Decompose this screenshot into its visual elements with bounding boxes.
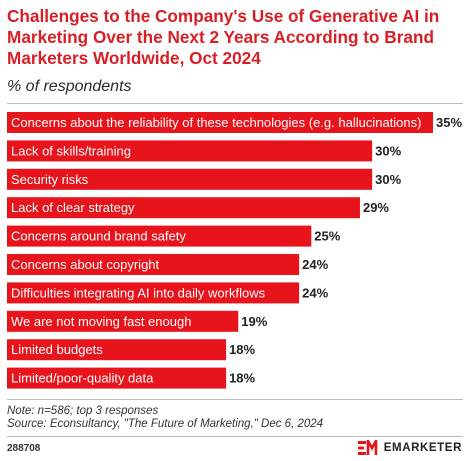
brand-logo: EMARKETER (357, 440, 462, 456)
bar-2 (7, 168, 373, 190)
footer-divider (7, 436, 463, 437)
chart-source: Source: Econsultancy, "The Future of Mar… (7, 418, 324, 430)
bar-3 (7, 197, 360, 219)
bar-4 (7, 225, 312, 247)
value-label-6: 24% (302, 285, 328, 300)
bar-label-4: Concerns around brand safety (11, 229, 186, 244)
bar-1 (7, 140, 373, 162)
bar-label-6: Difficulties integrating AI into daily w… (11, 285, 266, 300)
value-label-9: 18% (229, 371, 255, 386)
value-label-2: 30% (375, 172, 401, 187)
value-label-8: 18% (229, 342, 255, 357)
emarketer-logo-icon (357, 440, 378, 455)
bar-8 (7, 339, 227, 361)
bar-label-0: Concerns about the reliability of these … (11, 115, 421, 130)
bar-0 (7, 112, 433, 133)
bar-label-1: Lack of skills/training (11, 143, 131, 158)
bar-7 (7, 310, 239, 332)
bar-label-8: Limited budgets (11, 342, 103, 357)
bar-label-5: Concerns about copyright (11, 257, 160, 272)
value-label-0: 35% (436, 115, 462, 130)
chart-note: Note: n=586; top 3 responses (7, 405, 159, 417)
brand-name: EMARKETER (383, 442, 462, 454)
value-label-5: 24% (302, 257, 328, 272)
chart-subtitle: % of respondents (7, 78, 132, 95)
bar-label-2: Security risks (11, 172, 89, 187)
bar-label-7: We are not moving fast enough (11, 314, 191, 329)
value-label-1: 30% (375, 143, 401, 158)
chart-id: 288708 (7, 443, 41, 454)
bar-5 (7, 254, 300, 275)
bar-6 (7, 282, 300, 304)
bottom-divider (7, 399, 463, 400)
value-label-3: 29% (363, 200, 389, 215)
bar-label-9: Limited/poor-quality data (11, 371, 154, 386)
bar-chart: Concerns about the reliability of these … (7, 112, 462, 389)
top-divider (7, 103, 463, 104)
bar-9 (7, 367, 227, 389)
bar-label-3: Lack of clear strategy (11, 200, 135, 215)
chart-title: Challenges to the Company's Use of Gener… (7, 6, 440, 68)
value-label-7: 19% (241, 314, 267, 329)
value-label-4: 25% (314, 229, 340, 244)
